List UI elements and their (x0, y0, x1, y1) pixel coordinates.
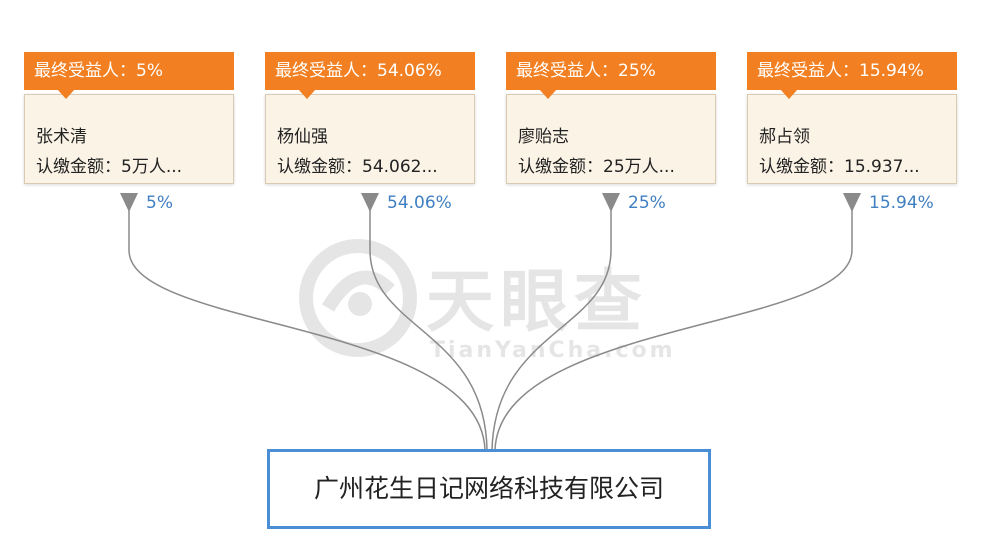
shareholder-name: 张术清 (36, 127, 87, 147)
shareholder-card[interactable]: 郝占领 认缴金额：15.937... (747, 94, 957, 184)
connector-line-2 (369, 196, 488, 451)
connector-line-1 (128, 196, 486, 451)
subscribed-amount: 认缴金额：25万人... (518, 157, 675, 177)
arrow-down-icon (843, 193, 861, 212)
connector-line-3 (491, 196, 612, 451)
company-node[interactable]: 广州花生日记网络科技有限公司 (267, 449, 711, 529)
beneficiary-tag: 最终受益人：54.06% (265, 52, 475, 90)
subscribed-amount: 认缴金额：15.937... (759, 157, 920, 177)
share-percent: 5% (146, 193, 173, 213)
tianyancha-logo-icon (299, 239, 417, 357)
beneficiary-tag: 最终受益人：5% (24, 52, 234, 90)
tag-pointer (57, 89, 75, 99)
beneficiary-tag: 最终受益人：15.94% (747, 52, 957, 90)
shareholder-card[interactable]: 杨仙强 认缴金额：54.062... (265, 94, 475, 184)
tag-pointer (780, 89, 798, 99)
watermark-domain: TianYanCha.com (430, 338, 676, 363)
shareholder-name: 郝占领 (759, 127, 810, 147)
shareholder-card[interactable]: 张术清 认缴金额：5万人... (24, 94, 234, 184)
connector-line-4 (494, 196, 853, 451)
share-percent: 25% (628, 193, 666, 213)
subscribed-amount: 认缴金额：54.062... (277, 157, 438, 177)
arrow-down-icon (602, 193, 620, 212)
tag-pointer (539, 89, 557, 99)
arrow-down-icon (120, 193, 138, 212)
share-percent: 15.94% (869, 193, 934, 213)
subscribed-amount: 认缴金额：5万人... (36, 157, 183, 177)
shareholder-name: 廖贻志 (518, 127, 569, 147)
share-percent: 54.06% (387, 193, 452, 213)
beneficiary-tag: 最终受益人：25% (506, 52, 716, 90)
shareholder-name: 杨仙强 (277, 127, 328, 147)
arrow-down-icon (361, 193, 379, 212)
shareholder-card[interactable]: 廖贻志 认缴金额：25万人... (506, 94, 716, 184)
tag-pointer (298, 89, 316, 99)
